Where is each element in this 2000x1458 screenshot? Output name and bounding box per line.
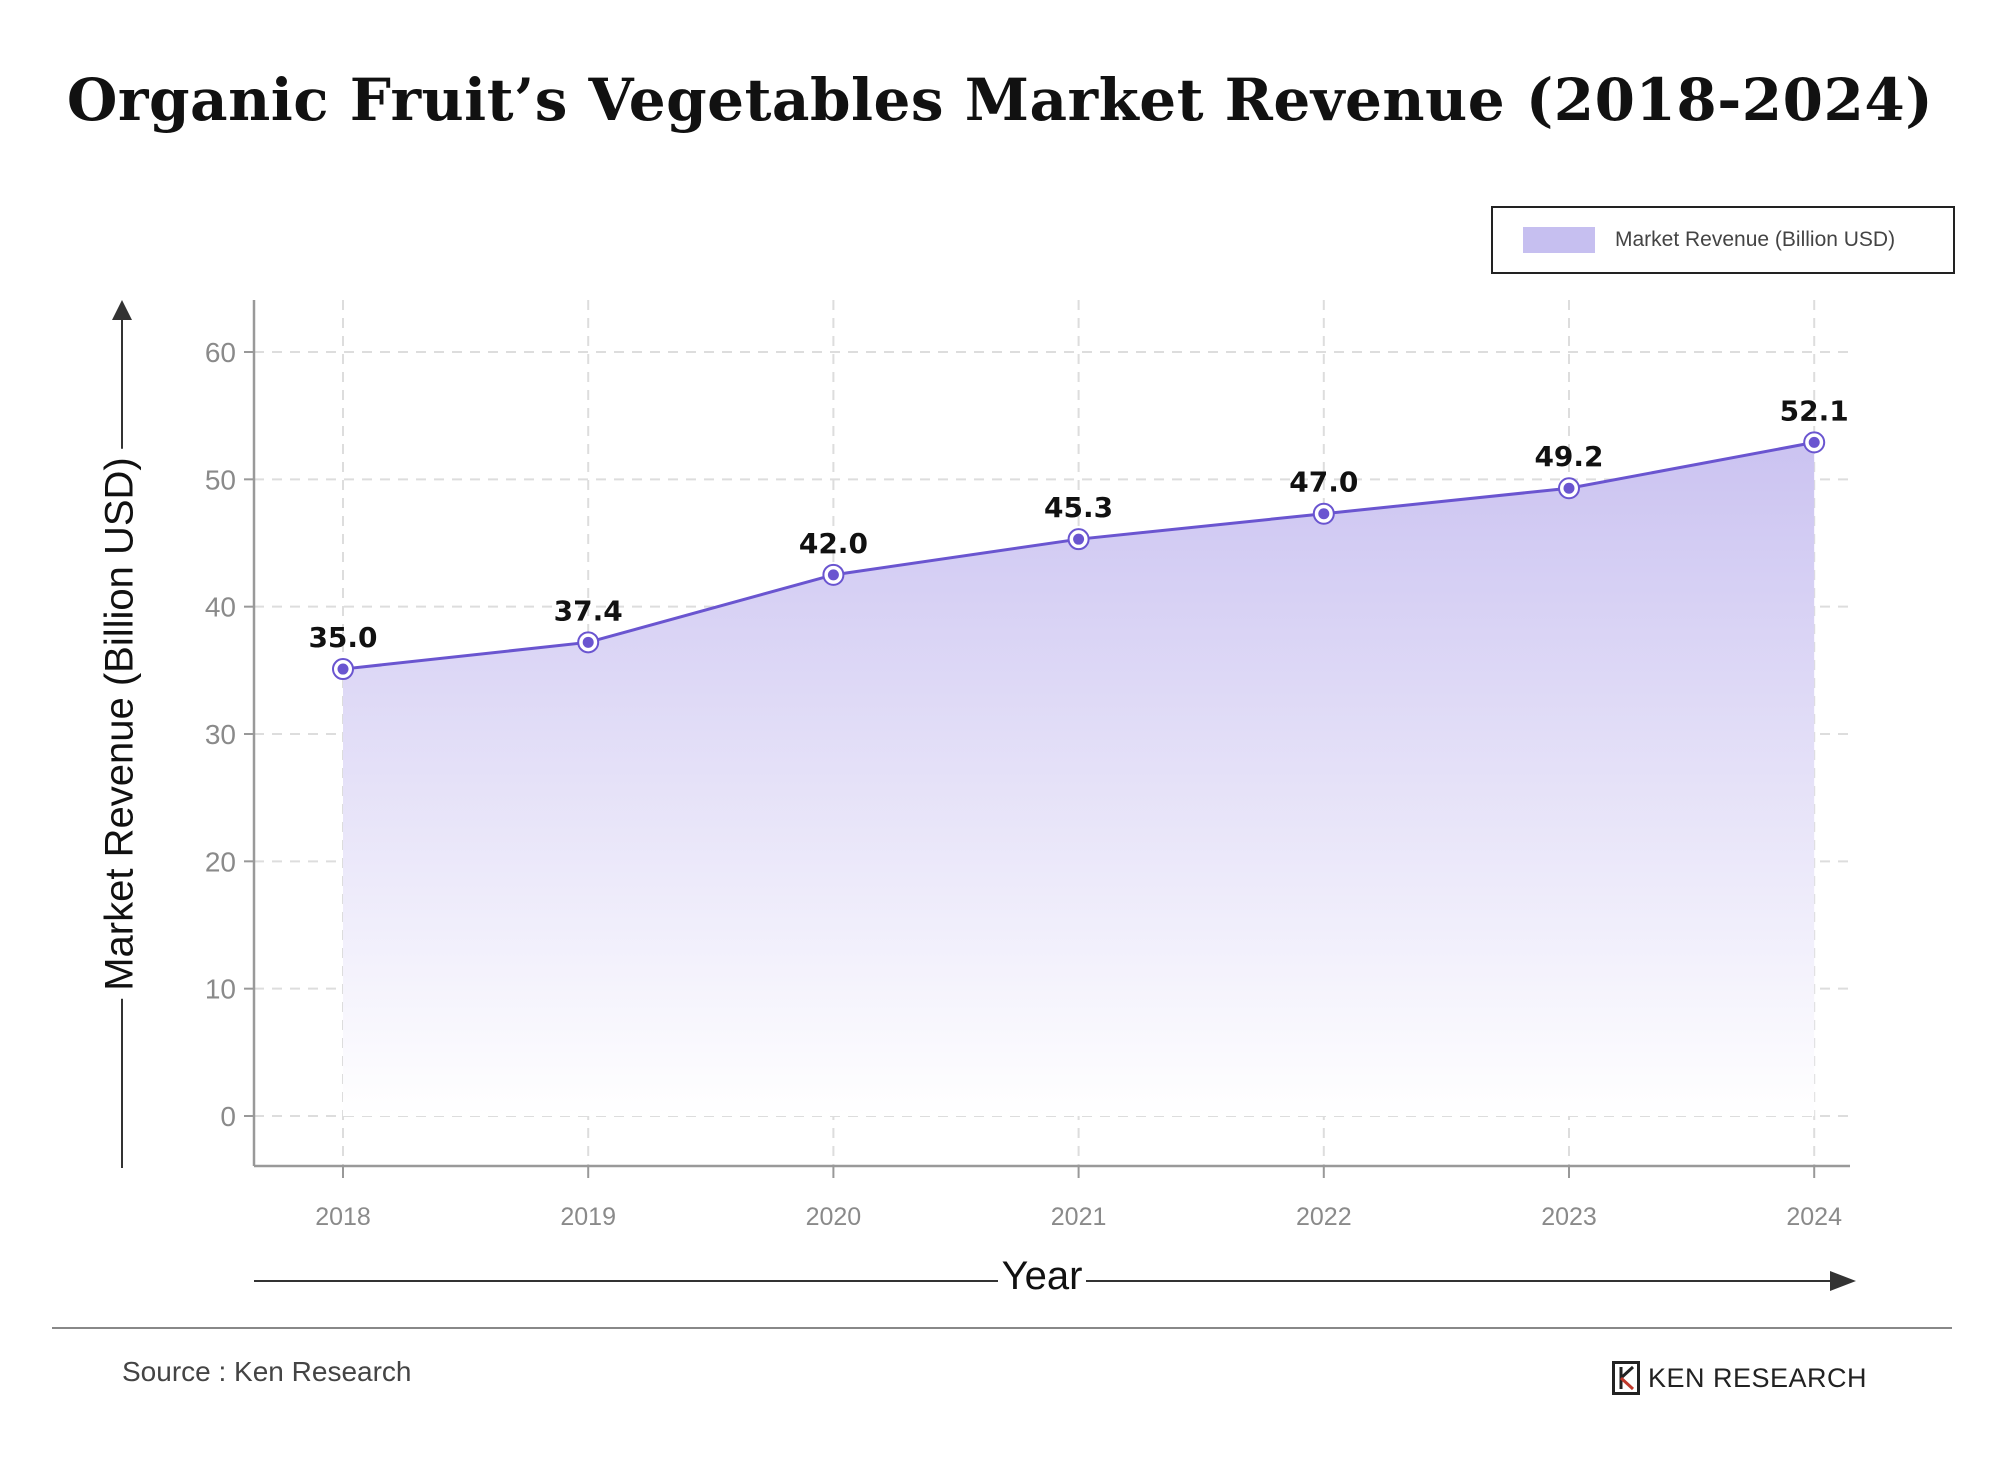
x-tick-label: 2023 <box>1541 1203 1597 1231</box>
x-axis-label: Year <box>997 1254 1087 1298</box>
legend: Market Revenue (Billion USD) <box>1491 206 1955 274</box>
legend-label: Market Revenue (Billion USD) <box>1615 228 1896 251</box>
data-point <box>827 569 839 581</box>
y-tick-label: 60 <box>205 337 236 368</box>
data-point <box>582 636 594 648</box>
y-tick-label: 0 <box>220 1101 236 1132</box>
data-label: 37.4 <box>554 594 623 627</box>
y-tick-label: 40 <box>205 592 236 623</box>
source-text: Source : Ken Research <box>122 1356 412 1387</box>
x-tick-label: 2021 <box>1051 1203 1107 1231</box>
x-arrow-head <box>1830 1271 1856 1291</box>
y-tick-label: 10 <box>205 974 236 1005</box>
y-tick-label: 20 <box>205 846 236 877</box>
x-tick-label: 2018 <box>315 1203 371 1231</box>
data-point <box>1318 508 1330 520</box>
brand-name: KEN RESEARCH <box>1648 1362 1868 1393</box>
y-arrow-head <box>112 300 132 320</box>
chart-title: Organic Fruit’s Vegetables Market Revenu… <box>66 66 1934 134</box>
data-label: 45.3 <box>1044 491 1113 524</box>
data-point <box>337 663 349 675</box>
data-point <box>1563 482 1575 494</box>
x-tick-label: 2024 <box>1786 1203 1842 1231</box>
data-label: 47.0 <box>1289 466 1358 499</box>
series-area-fill <box>343 442 1815 1116</box>
legend-swatch <box>1523 227 1595 253</box>
x-tick-label: 2020 <box>806 1203 862 1231</box>
x-tick-label: 2022 <box>1296 1203 1352 1231</box>
y-tick-label: 30 <box>205 719 236 750</box>
data-label: 35.0 <box>308 621 377 654</box>
ken-research-k-logo-icon <box>1612 1361 1640 1395</box>
data-label: 49.2 <box>1534 440 1603 473</box>
data-label: 52.1 <box>1780 394 1849 427</box>
data-label: 42.0 <box>799 527 868 560</box>
axes <box>244 300 1850 1178</box>
brand-logo: KEN RESEARCH <box>1612 1361 1867 1395</box>
data-points: 35.0 37.4 42.0 45.3 47.0 49.2 52.1 <box>308 394 1849 681</box>
y-axis-label: Market Revenue (Billion USD) <box>97 449 143 999</box>
tick-labels: 0 10 20 30 40 50 60 2018 2019 2020 2021 2022 2023 202… <box>205 337 1842 1231</box>
data-point <box>1808 436 1820 448</box>
footer-divider <box>52 1327 1952 1329</box>
x-axis-label-wrap: Year <box>0 1254 2000 1299</box>
data-point <box>1073 533 1085 545</box>
y-tick-label: 50 <box>205 464 236 495</box>
x-tick-label: 2019 <box>560 1203 616 1231</box>
